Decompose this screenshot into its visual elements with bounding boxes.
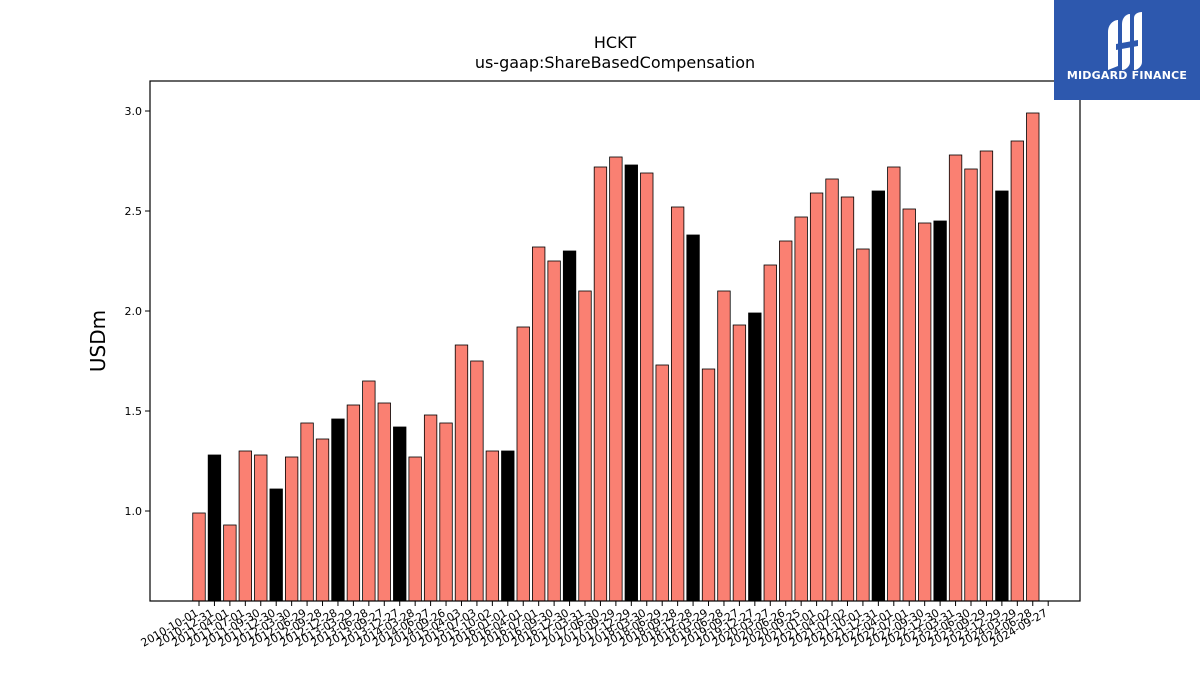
bar-2019-06-28 (717, 290, 731, 602)
bar-2010-12-31 (207, 454, 222, 602)
bar-2022-04-01 (887, 166, 901, 602)
bar-2012-12-28 (331, 418, 345, 602)
bar-2020-09-25 (794, 216, 808, 602)
bar-2012-03-30 (284, 456, 299, 602)
y-tick-label: 2.5 (125, 205, 143, 218)
y-tick-label: 3.0 (125, 105, 143, 118)
bar-2021-01-01 (809, 192, 824, 602)
bar-2023-03-31 (948, 154, 963, 602)
chart-title: HCKT (594, 33, 636, 52)
bar-2022-12-30 (933, 220, 947, 602)
bar-2013-12-27 (393, 426, 407, 602)
bar-2011-12-30 (269, 488, 283, 602)
bar-2019-12-27 (748, 312, 762, 602)
bar-2010-10-01 (192, 512, 206, 602)
bar-2019-09-27 (732, 324, 747, 602)
bar-2016-07-01 (532, 246, 546, 602)
bar-2016-01-01 (501, 450, 515, 602)
bar-2023-06-30 (964, 168, 978, 602)
chart-subtitle: us-gaap:ShareBasedCompensation (475, 53, 755, 72)
bar-2022-09-30 (918, 222, 932, 602)
bar-2016-04-01 (516, 326, 530, 602)
bar-2012-09-28 (315, 438, 330, 602)
midgard-finance-logo: MIDGARD FINANCE (1054, 0, 1200, 100)
bar-2015-10-02 (485, 450, 500, 602)
y-tick-label: 2.0 (125, 305, 143, 318)
y-tick-label: 1.5 (125, 405, 143, 418)
bar-2014-09-26 (439, 422, 453, 602)
bar-2017-09-29 (609, 156, 623, 602)
bar-2012-06-29 (300, 422, 314, 602)
bar-2021-10-01 (856, 248, 870, 602)
bar-2013-03-29 (346, 404, 361, 602)
bar-2018-03-30 (640, 172, 654, 602)
bar-2018-09-28 (670, 206, 685, 602)
midgard-logo-icon (1108, 12, 1142, 70)
bar-2021-07-02 (840, 196, 855, 602)
bar-2021-12-31 (871, 190, 886, 602)
bar-2014-06-27 (423, 414, 438, 602)
bar-2020-03-27 (763, 264, 777, 602)
y-axis: 1.0 1.5 2.0 2.5 3.0 (125, 105, 150, 518)
bar-2020-06-26 (779, 240, 793, 602)
plot-frame (149, 80, 1081, 602)
bar-2022-07-01 (902, 208, 916, 602)
bar-2011-07-01 (238, 450, 252, 602)
bar-2016-09-30 (547, 260, 561, 602)
bar-2021-04-02 (825, 178, 839, 602)
bar-2017-12-29 (624, 164, 638, 602)
bar-2013-06-28 (362, 380, 376, 602)
x-axis: 2010-10-012010-12-312011-04-012011-07-01… (139, 601, 1050, 650)
bar-2015-07-03 (470, 360, 484, 602)
bar-2017-06-30 (593, 166, 608, 602)
y-tick-label: 1.0 (125, 505, 143, 518)
bar-2014-03-28 (408, 456, 422, 602)
bar-2023-12-29 (995, 190, 1009, 602)
bar-2011-04-01 (223, 524, 237, 602)
bar-2013-09-27 (377, 402, 391, 602)
bar-2011-09-30 (254, 454, 268, 602)
bar-2017-03-31 (578, 290, 592, 602)
bar-2018-06-29 (655, 364, 669, 602)
logo-text: MIDGARD FINANCE (1066, 69, 1188, 82)
y-axis-label: USDm (86, 310, 110, 372)
bar-2016-12-30 (562, 250, 577, 602)
bars-group (192, 112, 1040, 602)
bar-2023-09-29 (979, 150, 994, 602)
bar-2019-03-29 (701, 368, 716, 602)
bar-2024-06-28 (1026, 112, 1040, 602)
bar-2024-03-29 (1010, 140, 1024, 602)
bar-2015-04-03 (454, 344, 469, 602)
bar-2018-12-28 (686, 234, 700, 602)
